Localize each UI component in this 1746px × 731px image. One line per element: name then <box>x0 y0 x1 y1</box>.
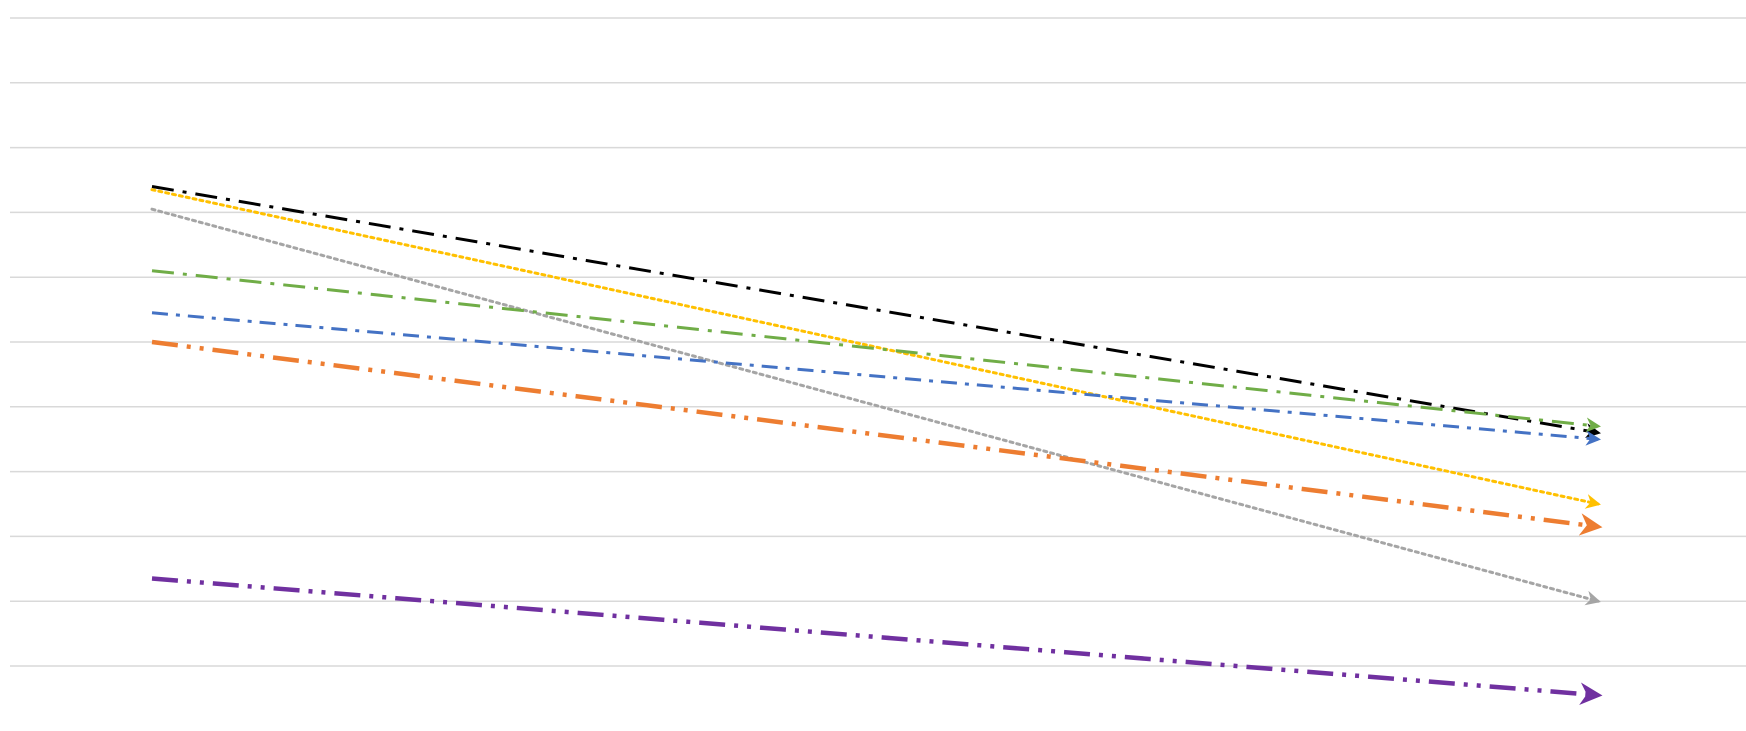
gridlines <box>10 17 1746 667</box>
series-line-4 <box>151 269 1601 433</box>
series-line-5 <box>151 311 1601 446</box>
series-line-7 <box>151 576 1603 705</box>
series-line-3 <box>150 207 1601 606</box>
series-line-1 <box>151 185 1601 439</box>
series-line-6 <box>151 339 1603 536</box>
series-layer <box>150 185 1603 705</box>
series-line-2 <box>150 188 1601 509</box>
